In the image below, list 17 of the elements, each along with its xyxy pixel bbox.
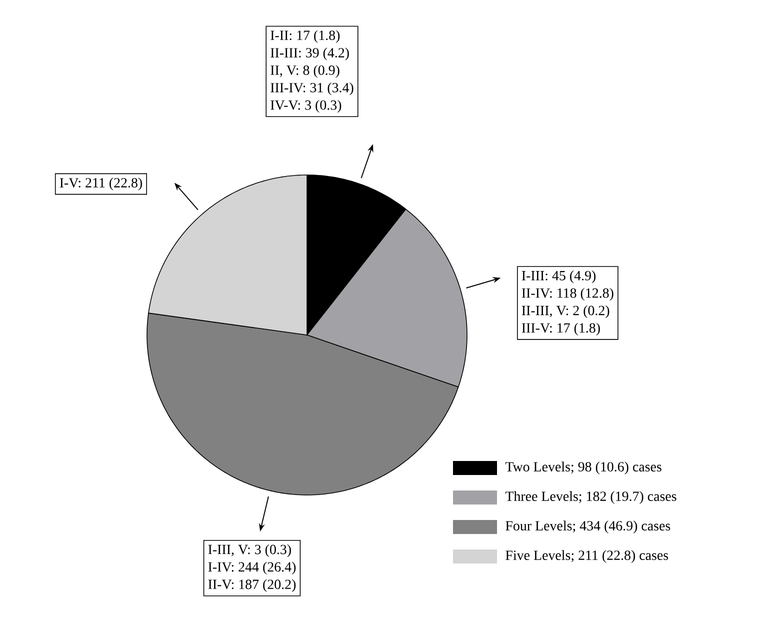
text: IV-V: 3 (0.3) xyxy=(270,100,342,113)
text: I-V: 211 (22.8) xyxy=(60,178,142,190)
text: I-IV: 244 (26.4) xyxy=(208,562,296,574)
text: I-III, V: 3 (0.3) xyxy=(208,544,291,558)
text: II-III: 39 (4.2) xyxy=(270,48,349,60)
legend-label: Four Levels; 434 (46.9) cases xyxy=(506,520,670,534)
text: I-II: 17 (1.8) xyxy=(270,30,340,43)
text: II-V: 187 (20.2) xyxy=(208,579,296,592)
text: III-IV: 31 (3.4) xyxy=(270,82,354,96)
legend-label: Five Levels; 211 (22.8) cases xyxy=(506,550,668,563)
text: II-IV: 118 (12.8) xyxy=(522,288,614,301)
text: I-III: 45 (4.9) xyxy=(522,270,596,284)
legend-label: Three Levels; 182 (19.7) cases xyxy=(505,491,676,504)
text: III-V: 17 (1.8) xyxy=(522,322,600,336)
text: II-III, V: 2 (0.2) xyxy=(522,305,610,318)
legend-label: Two Levels; 98 (10.6) cases xyxy=(505,462,662,474)
text: II, V: 8 (0.9) xyxy=(270,65,340,78)
